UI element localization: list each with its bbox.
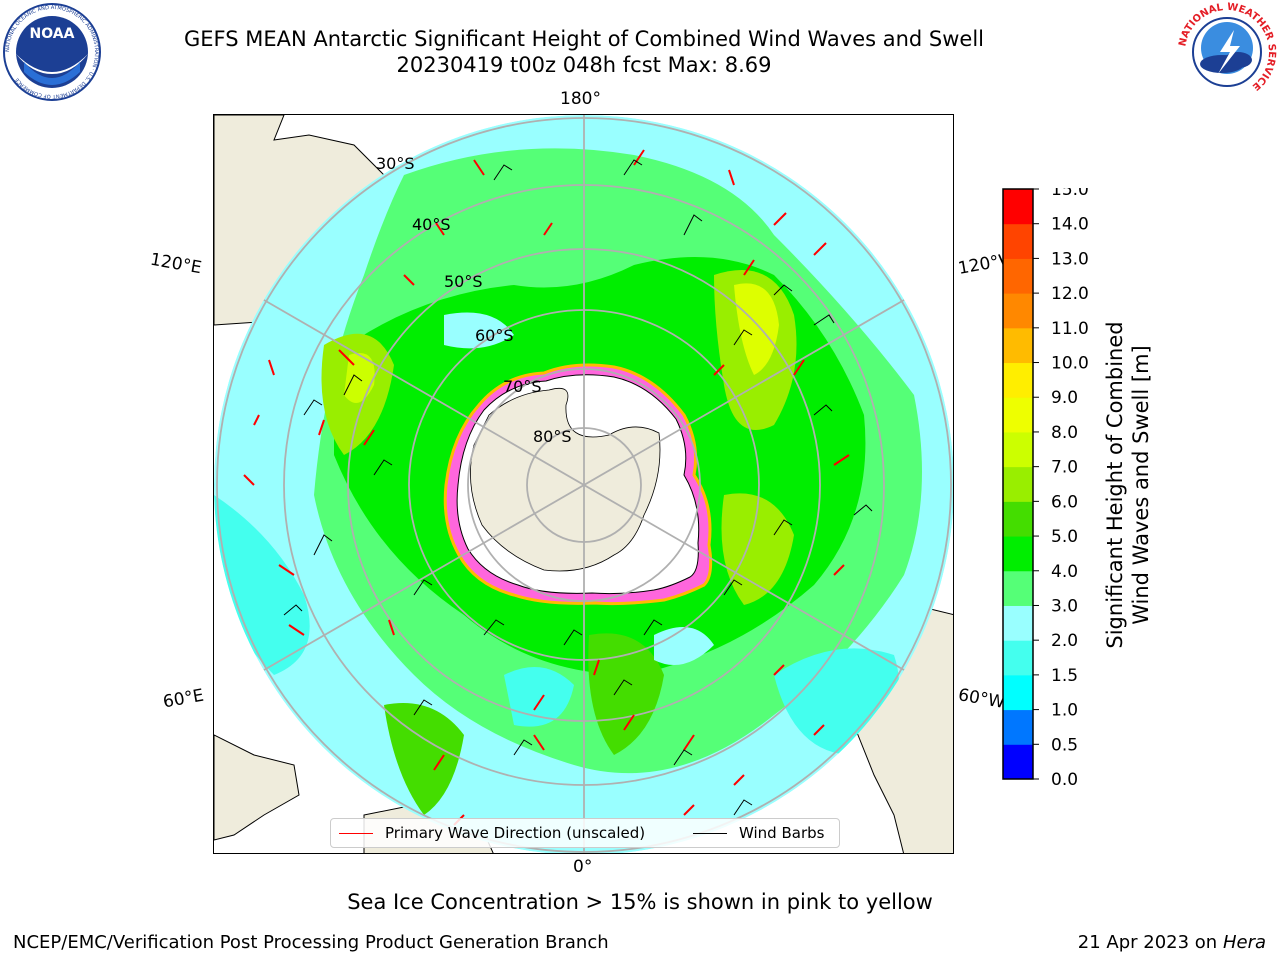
colorbar-segment	[1003, 674, 1033, 711]
colorbar-tick-label: 9.0	[1051, 388, 1078, 408]
lat-label-30s: 30°S	[376, 154, 415, 173]
nws-logo-icon: NATIONAL WEATHER SERVICE	[1177, 2, 1277, 99]
lat-label-60s: 60°S	[475, 326, 514, 345]
lat-label-80s: 80°S	[533, 427, 572, 446]
colorbar-title-line2: Wind Waves and Swell [m]	[1129, 345, 1153, 625]
lon-label-60w: 60°W	[956, 685, 1007, 713]
lon-label-120e: 120°E	[148, 249, 204, 279]
footer-host: Hera	[1222, 932, 1266, 953]
lon-label-60e: 60°E	[161, 685, 206, 713]
legend-swatch-red	[339, 832, 373, 834]
colorbar-title: Significant Height of Combined Wind Wave…	[1102, 185, 1154, 785]
colorbar: 0.0 0.5 1.0 1.5 2.0 3.0 4.0 5.0 6.0 7.0 8.0 9.0 10.0…	[1002, 188, 1089, 788]
colorbar-tick-label: 14.0	[1051, 215, 1089, 235]
latitude-labels: 30°S 40°S 50°S 60°S 70°S 80°S	[376, 154, 572, 446]
noaa-logo-icon: NOAA NATIONAL OCEANIC AND ATMOSPHERIC AD…	[3, 3, 101, 101]
colorbar-tick-label: 11.0	[1051, 319, 1089, 339]
footer-date: 21 Apr 2023 on Hera	[1078, 932, 1266, 953]
noaa-logo-text: NOAA	[30, 26, 75, 42]
colorbar-segment	[1003, 501, 1033, 537]
colorbar-segment	[1003, 466, 1033, 502]
legend-label-wave-direction: Primary Wave Direction (unscaled)	[385, 824, 646, 842]
colorbar-tick-label: 15.0	[1051, 188, 1089, 200]
colorbar-title-line1: Significant Height of Combined	[1103, 321, 1127, 649]
polar-map: 30°S 40°S 50°S 60°S 70°S 80°S	[213, 114, 954, 854]
footer-branch: NCEP/EMC/Verification Post Processing Pr…	[13, 932, 609, 953]
colorbar-tick-label: 5.0	[1051, 527, 1078, 547]
colorbar-tick-label: 0.5	[1051, 735, 1078, 755]
sea-ice-note: Sea Ice Concentration > 15% is shown in …	[347, 890, 933, 914]
wave-direction-arrows	[243, 149, 850, 826]
colorbar-segment	[1003, 640, 1033, 676]
legend-item-wave-direction: Primary Wave Direction (unscaled)	[339, 824, 645, 842]
colorbar-segment	[1003, 189, 1033, 225]
polar-map-canvas: 30°S 40°S 50°S 60°S 70°S 80°S	[214, 115, 953, 853]
colorbar-segment	[1003, 223, 1033, 259]
lat-label-40s: 40°S	[412, 215, 451, 234]
colorbar-tick-label: 7.0	[1051, 458, 1078, 478]
colorbar-tick-label: 1.0	[1051, 701, 1078, 721]
wind-barbs	[283, 159, 873, 816]
antarctica	[443, 363, 713, 606]
colorbar-segment	[1003, 397, 1033, 433]
colorbar-segment	[1003, 744, 1033, 780]
colorbar-tick-label: 1.5	[1051, 666, 1078, 686]
colorbar-tick-label: 12.0	[1051, 284, 1089, 304]
lon-label-180: 180°	[560, 89, 601, 109]
colorbar-tick-label: 13.0	[1051, 249, 1089, 269]
colorbar-tick-label: 2.0	[1051, 631, 1078, 651]
colorbar-tick-label: 10.0	[1051, 354, 1089, 374]
legend-swatch-black	[693, 832, 727, 834]
colorbar-frame	[1002, 188, 1034, 780]
lat-label-50s: 50°S	[444, 272, 483, 291]
colorbar-segment	[1003, 431, 1033, 468]
colorbar-segment	[1003, 709, 1033, 745]
colorbar-segment	[1003, 258, 1033, 294]
colorbar-segment	[1003, 362, 1033, 398]
colorbar-segment	[1003, 570, 1033, 606]
map-subtitle: 20230419 t00z 048h fcst Max: 8.69	[396, 53, 772, 77]
map-title: GEFS MEAN Antarctic Significant Height o…	[183, 27, 985, 51]
colorbar-tick-label: 4.0	[1051, 562, 1078, 582]
colorbar-segment	[1003, 536, 1033, 572]
colorbar-segment	[1003, 293, 1033, 329]
map-legend: Primary Wave Direction (unscaled) Wind B…	[330, 818, 840, 848]
lat-label-70s: 70°S	[503, 377, 542, 396]
lon-label-0: 0°	[573, 857, 593, 877]
colorbar-tick-label: 8.0	[1051, 423, 1078, 443]
colorbar-segment	[1003, 327, 1033, 364]
colorbar-tick-label: 6.0	[1051, 492, 1078, 512]
colorbar-tick-label: 0.0	[1051, 770, 1078, 788]
colorbar-segment	[1003, 605, 1033, 641]
footer-date-text: 21 Apr 2023 on	[1077, 932, 1223, 953]
colorbar-tick-label: 3.0	[1051, 596, 1078, 616]
legend-label-wind-barbs: Wind Barbs	[739, 824, 825, 842]
graticule	[216, 115, 952, 853]
legend-item-wind-barbs: Wind Barbs	[693, 824, 824, 842]
